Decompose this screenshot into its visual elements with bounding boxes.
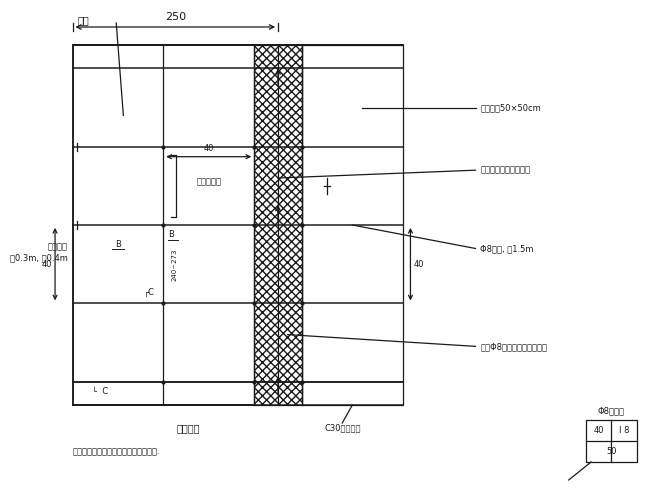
Text: Φ8锚筋, 长1.5m: Φ8锚筋, 长1.5m (480, 244, 534, 253)
Bar (302, 45, 403, 405)
Text: I 8: I 8 (619, 426, 630, 435)
Text: 40: 40 (42, 260, 52, 269)
Text: 板架桥墩
厚0.3m, 宽0.4m: 板架桥墩 厚0.3m, 宽0.4m (10, 242, 68, 263)
Text: 预制Φ8零钩钢筋（拉网用）: 预制Φ8零钩钢筋（拉网用） (480, 342, 547, 351)
Text: B: B (115, 240, 121, 249)
Text: 檩杆: 檩杆 (77, 15, 89, 25)
Bar (254, 45, 302, 405)
Text: 一个单元栅: 一个单元栅 (196, 177, 221, 187)
Text: B: B (168, 230, 174, 239)
Text: 250: 250 (165, 12, 186, 22)
Text: 拉铁丝网及三维网植草: 拉铁丝网及三维网植草 (480, 166, 531, 175)
Text: └  C: └ C (92, 387, 108, 396)
Text: 边坡平台: 边坡平台 (176, 423, 200, 433)
Text: 240~273: 240~273 (171, 249, 177, 281)
Text: ┌C: ┌C (144, 288, 155, 297)
Text: C30砼支撑管: C30砼支撑管 (324, 423, 360, 432)
Text: Φ8预应筋: Φ8预应筋 (598, 406, 625, 415)
Text: 40: 40 (203, 144, 214, 152)
Bar (73, 45, 403, 405)
Text: 小注：图中空白处为拉铁丝网覆盖植草.: 小注：图中空白处为拉铁丝网覆盖植草. (73, 447, 160, 456)
Text: 50: 50 (606, 447, 616, 456)
Text: 40: 40 (593, 426, 604, 435)
Text: 40: 40 (413, 260, 424, 269)
Text: 种植基木50×50cm: 种植基木50×50cm (480, 103, 541, 112)
Bar (586, 420, 637, 462)
